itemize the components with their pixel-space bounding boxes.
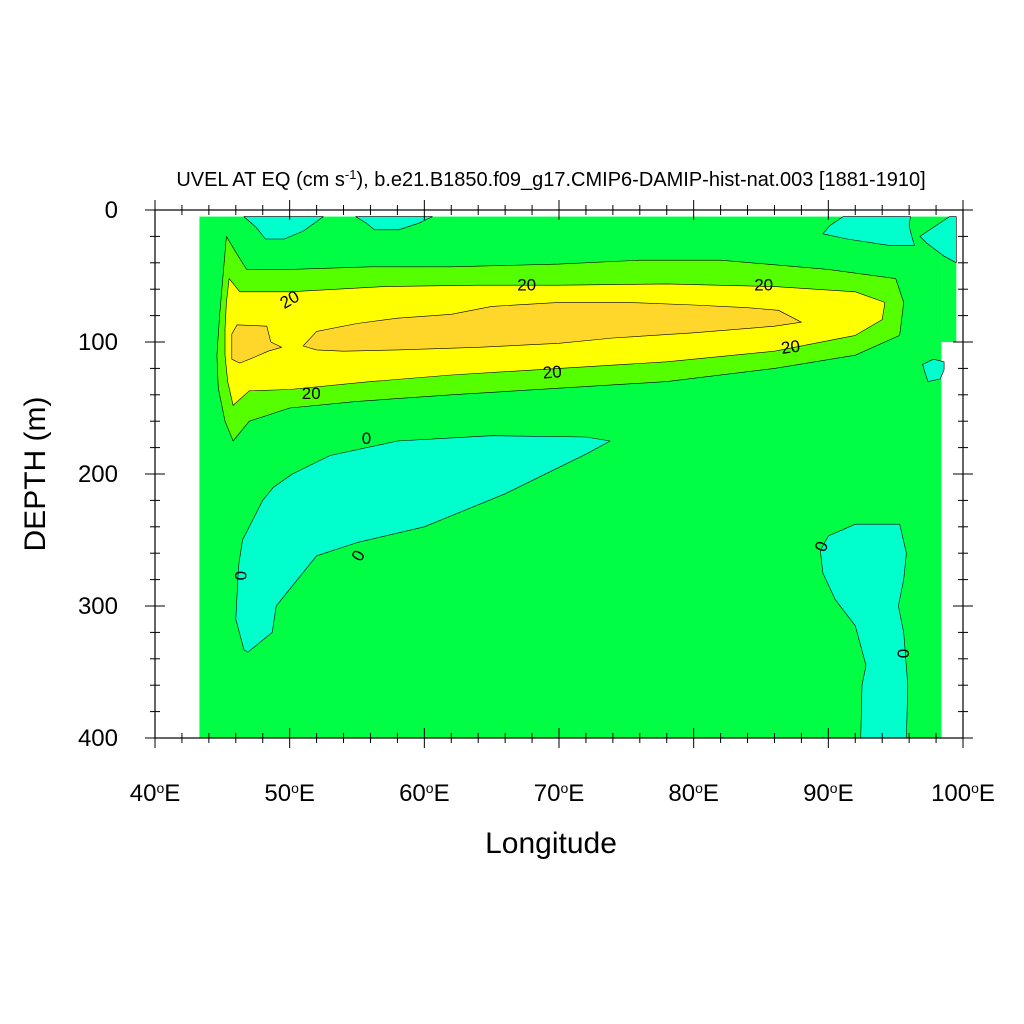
chart-title: UVEL AT EQ (cm s-1), b.e21.B1850.f09_g17… xyxy=(176,167,925,192)
y-axis-label: DEPTH (m) xyxy=(19,397,52,552)
contour-label-10: 0 xyxy=(894,649,913,658)
y-tick-label-200: 200 xyxy=(78,461,118,488)
x-tick-label-100: 100oE xyxy=(931,780,995,807)
x-tick-label-60: 60oE xyxy=(399,780,450,807)
contour-region-core-30-west xyxy=(231,324,282,364)
contour-label-8: 0 xyxy=(232,571,251,580)
x-axis-label: Longitude xyxy=(485,827,617,860)
contour-region-neg-5 xyxy=(822,216,915,246)
contour-region-core-30-east xyxy=(302,302,802,352)
y-axis-tick-labels: 0 100 200 300 400 xyxy=(78,197,118,752)
contour-region-neg-4 xyxy=(355,216,433,231)
y-tick-label-400: 400 xyxy=(78,725,118,752)
contour-label-1: 20 xyxy=(517,276,536,295)
contour-fill-layer xyxy=(199,216,957,739)
contour-label-4: 20 xyxy=(542,362,563,383)
contour-label-3: 20 xyxy=(780,337,801,358)
contour-region-neg-1 xyxy=(235,435,611,653)
contour-region-neg-6 xyxy=(919,216,957,264)
x-tick-label-40: 40oE xyxy=(130,780,181,807)
y-tick-label-0: 0 xyxy=(105,197,118,224)
x-tick-label-70: 70oE xyxy=(534,780,585,807)
x-axis-tick-labels: 40oE 50oE 60oE 70oE 80oE 90oE 100oE xyxy=(130,780,995,807)
contour-label-6: 0 xyxy=(362,429,371,448)
contour-region-neg-7 xyxy=(922,358,945,382)
contour-label-2: 20 xyxy=(754,276,773,295)
x-tick-label-80: 80oE xyxy=(668,780,719,807)
axis-ticks xyxy=(145,200,973,748)
contour-region-neg-3 xyxy=(243,216,324,240)
x-tick-label-50: 50oE xyxy=(264,780,315,807)
y-tick-label-100: 100 xyxy=(78,329,118,356)
x-tick-label-90: 90oE xyxy=(803,780,854,807)
contour-label-5: 20 xyxy=(302,384,321,403)
y-tick-label-300: 300 xyxy=(78,593,118,620)
